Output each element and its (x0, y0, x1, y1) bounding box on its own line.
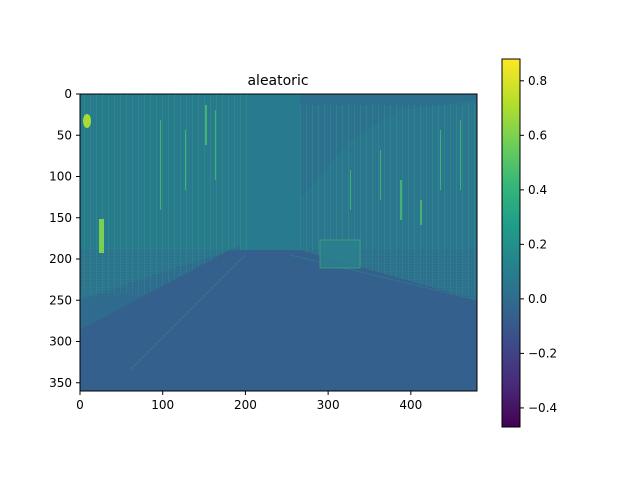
x-tick-label: 200 (234, 398, 257, 412)
y-tick-label: 350 (49, 376, 72, 390)
y-tick-label: 100 (49, 170, 72, 184)
colorbar-tick-label: 0.2 (528, 237, 547, 251)
colorbar-tick-label: 0.8 (528, 74, 547, 88)
region-car (319, 239, 361, 269)
bright-spot-top-left (83, 114, 91, 128)
y-tick-label: 50 (57, 128, 72, 142)
road-scanlines (80, 250, 477, 391)
edge-highlights (160, 105, 461, 225)
chart-title: aleatoric (247, 73, 308, 89)
y-tick-label: 150 (49, 211, 72, 225)
bright-pole-left (99, 219, 104, 253)
colorbar (501, 58, 521, 428)
heatmap-image (80, 94, 477, 391)
x-tick-label: 400 (399, 398, 422, 412)
x-tick-label: 300 (317, 398, 340, 412)
x-tick-label: 100 (151, 398, 174, 412)
y-tick-label: 250 (49, 293, 72, 307)
x-tick-label: 0 (76, 398, 84, 412)
colorbar-tick-label: 0.4 (528, 183, 547, 197)
colorbar-tick-label: 0.6 (528, 128, 547, 142)
x-axis-ticks: 0 100 200 300 400 (76, 391, 422, 412)
y-tick-label: 0 (64, 87, 72, 101)
y-tick-label: 300 (49, 335, 72, 349)
colorbar-ticks: −0.4 −0.2 0.0 0.2 0.4 0.6 0.8 (520, 74, 557, 415)
colorbar-tick-label: −0.4 (528, 401, 557, 415)
colorbar-tick-label: −0.2 (528, 346, 557, 360)
plot-frame (79, 93, 478, 392)
y-axis-ticks: 0 50 100 150 200 250 300 350 (49, 87, 80, 390)
colorbar-tick-label: 0.0 (528, 292, 547, 306)
road-edge-left (129, 254, 246, 371)
y-tick-label: 200 (49, 252, 72, 266)
